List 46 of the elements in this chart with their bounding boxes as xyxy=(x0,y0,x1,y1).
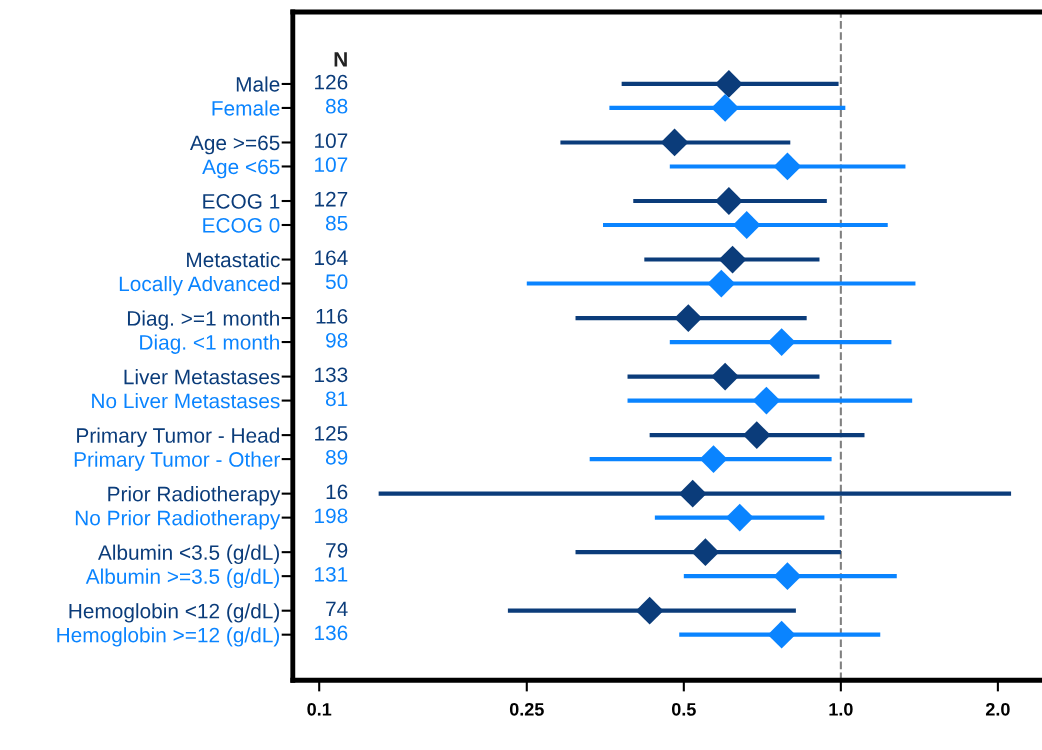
y-tick-label: Diag. >=1 month xyxy=(127,310,279,330)
y-tick-label: Age >=65 xyxy=(189,135,280,155)
y-tick-label: Diag. <1 month xyxy=(140,334,279,354)
y-tick-label: Liver Metastases xyxy=(124,369,280,385)
annotation: 107 xyxy=(315,133,348,149)
y-tick-label: Albumin >=3.5 (g/dL) xyxy=(85,568,280,589)
y-tick-label: No Prior Radiotherapy xyxy=(75,510,281,530)
y-tick-label: No Liver Metastases xyxy=(92,393,280,409)
y-tick-label: Female xyxy=(212,100,280,116)
y-tick-label: Primary Tumor - Other xyxy=(74,451,280,471)
x-tick-label: 0.1 xyxy=(307,702,332,716)
y-tick-label: Locally Advanced xyxy=(119,275,279,296)
y-tick-label: Prior Radiotherapy xyxy=(108,486,281,506)
annotation: 85 xyxy=(325,215,348,231)
x-tick-label: 1.0 xyxy=(829,702,853,716)
x-tick-label: 0.25 xyxy=(509,702,544,716)
y-tick-label: Metastatic xyxy=(187,251,280,268)
annotation: 126 xyxy=(315,74,348,90)
annotation: 98 xyxy=(326,332,348,348)
annotation: 198 xyxy=(315,508,348,524)
annotation: 136 xyxy=(315,625,348,641)
x-tick-label: 0.5 xyxy=(671,702,696,716)
annotation: 74 xyxy=(326,601,348,617)
annotation: 81 xyxy=(325,391,348,407)
annotation: 131 xyxy=(315,566,348,582)
y-tick-label: ECOG 1 xyxy=(203,194,280,209)
x-tick-label: 2.0 xyxy=(985,702,1010,716)
annotation: 16 xyxy=(326,484,348,500)
annotation: 116 xyxy=(316,308,348,324)
annotation: 88 xyxy=(325,98,348,114)
y-tick-label: Hemoglobin <12 (g/dL) xyxy=(69,603,280,623)
y-tick-label: ECOG 0 xyxy=(203,218,280,233)
annotation: 127 xyxy=(315,191,348,207)
annotation: 133 xyxy=(315,367,348,383)
annotation: 79 xyxy=(326,543,348,558)
y-tick-label: Albumin <3.5 (g/dL) xyxy=(97,544,280,565)
text: N xyxy=(334,52,347,67)
y-tick-label: Primary Tumor - Head xyxy=(77,427,279,447)
y-tick-label: Male xyxy=(236,76,280,92)
annotation: 164 xyxy=(315,250,348,266)
annotation: 89 xyxy=(325,449,348,465)
annotation: 50 xyxy=(325,274,348,290)
y-tick-label: Age <65 xyxy=(202,159,280,179)
annotation: 125 xyxy=(315,425,348,441)
y-tick-label: Hemoglobin >=12 (g/dL) xyxy=(57,627,280,647)
annotation: 107 xyxy=(315,157,348,173)
